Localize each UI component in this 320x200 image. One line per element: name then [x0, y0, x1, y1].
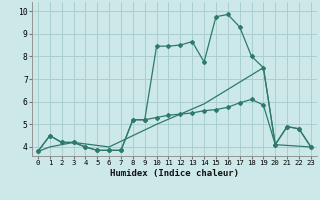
X-axis label: Humidex (Indice chaleur): Humidex (Indice chaleur)	[110, 169, 239, 178]
